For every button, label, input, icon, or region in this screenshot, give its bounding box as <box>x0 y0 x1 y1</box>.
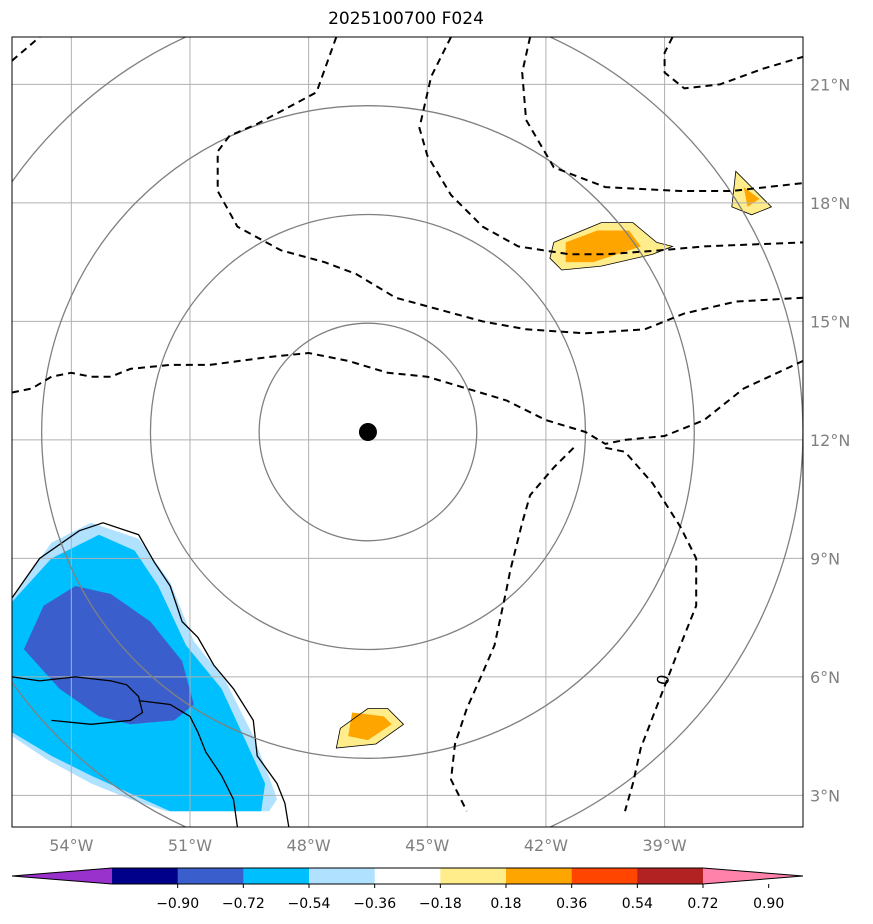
colorbar-segment <box>374 868 441 884</box>
dashed-contour <box>216 37 803 335</box>
x-tick-label: 48°W <box>287 836 331 855</box>
colorbar-tick-label: −0.72 <box>222 896 265 912</box>
x-tick-label: 39°W <box>642 836 686 855</box>
dashed-contour <box>418 37 803 256</box>
colorbar-tick-label: 0.18 <box>490 896 521 912</box>
colorbar-segment <box>637 868 704 884</box>
colorbar-segment <box>440 868 507 884</box>
coastline <box>138 699 239 827</box>
dashed-contour <box>605 446 698 812</box>
dashed-contour <box>663 37 803 90</box>
y-tick-label: 3°N <box>810 786 840 805</box>
filled-contour-layer <box>12 170 773 812</box>
colorbar-segment <box>177 868 244 884</box>
colorbar-outline <box>11 867 804 885</box>
y-tick-label: 9°N <box>810 549 840 568</box>
filled-region <box>23 586 194 725</box>
x-tick-label: 45°W <box>405 836 449 855</box>
axis-tick-labels: 54°W 51°W 48°W 45°W 42°W 39°W 3°N 6°N 9°N 12°N 15°… <box>49 75 850 855</box>
colorbar-segment <box>309 868 376 884</box>
colorbar-segment <box>243 868 310 884</box>
colorbar-tick-label: −0.18 <box>419 896 462 912</box>
dashed-contour <box>521 37 803 192</box>
colorbar-tick-label: −0.54 <box>288 896 331 912</box>
colorbar-segment <box>506 868 573 884</box>
y-tick-label: 21°N <box>810 75 850 94</box>
colorbar-tick-label: −0.90 <box>156 896 199 912</box>
gridlines <box>12 37 803 827</box>
y-tick-label: 6°N <box>810 668 840 687</box>
contour-label: 0 <box>653 673 673 686</box>
plot-frame <box>11 36 804 828</box>
dashed-contour-layer: 0 <box>12 37 803 812</box>
y-tick-label: 12°N <box>810 431 850 450</box>
dashed-contour <box>450 447 575 812</box>
colorbar: −0.90 −0.72 −0.54 −0.36 −0.18 0.18 0.36 0.54 0.7… <box>11 867 804 912</box>
colorbar-segment <box>571 868 638 884</box>
colorbar-tick-label: 0.36 <box>556 896 587 912</box>
coastline <box>12 522 290 827</box>
x-tick-label: 51°W <box>168 836 212 855</box>
colorbar-tick-label: 0.54 <box>622 896 653 912</box>
dashed-contour <box>12 352 803 445</box>
filled-region <box>348 712 392 741</box>
filled-region-outline <box>731 170 773 216</box>
center-marker <box>358 423 377 441</box>
filled-region-outline <box>335 708 405 749</box>
colorbar-extend-high <box>703 868 803 884</box>
coastline <box>12 676 144 725</box>
dashed-contour <box>12 37 41 62</box>
range-ring <box>41 105 695 759</box>
colorbar-segment <box>112 868 179 884</box>
coastline-layer <box>12 522 290 827</box>
colorbar-tick-label: 0.90 <box>753 896 784 912</box>
center-marker-layer <box>358 423 377 441</box>
range-ring <box>258 322 478 542</box>
x-tick-label: 54°W <box>49 836 93 855</box>
chart-title: 2025100700 F024 <box>328 9 484 29</box>
colorbar-tick-label: −0.36 <box>353 896 396 912</box>
filled-region <box>565 230 641 263</box>
y-tick-label: 15°N <box>810 312 850 331</box>
filled-region <box>743 187 760 207</box>
y-tick-label: 18°N <box>810 194 850 213</box>
x-tick-label: 42°W <box>524 836 568 855</box>
colorbar-extend-low <box>12 868 112 884</box>
colorbar-tick-label: 0.72 <box>687 896 718 912</box>
